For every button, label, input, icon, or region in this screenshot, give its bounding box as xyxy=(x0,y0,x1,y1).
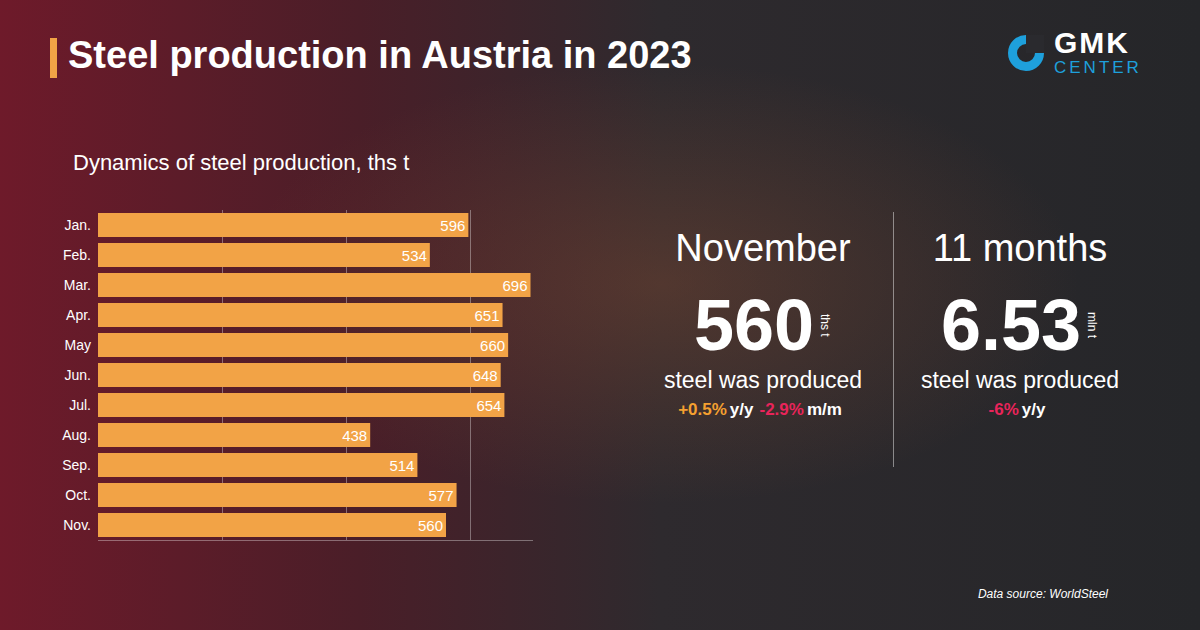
svg-text:Apr.: Apr. xyxy=(66,307,91,323)
html-text:11 months: 11 months xyxy=(932,227,1108,269)
html-text:November: November xyxy=(675,227,851,269)
html-text:mln t: mln t xyxy=(1085,312,1100,338)
svg-text:Jul.: Jul. xyxy=(69,397,91,413)
html-text:6.53: 6.53 xyxy=(940,285,1082,365)
html-text:-6% y/y: -6% y/y xyxy=(988,400,1046,419)
svg-text:Jun.: Jun. xyxy=(65,367,91,383)
svg-text:May: May xyxy=(65,337,91,353)
svg-text:Feb.: Feb. xyxy=(63,247,91,263)
html-text:560: 560 xyxy=(693,285,815,365)
html-text:ths t: ths t xyxy=(818,313,833,337)
svg-text:651: 651 xyxy=(475,307,500,324)
svg-text:560: 560 xyxy=(418,517,443,534)
html-text:+0.5% y/y -2.9% m/m: +0.5% y/y -2.9% m/m xyxy=(678,400,842,419)
svg-text:648: 648 xyxy=(473,367,498,384)
svg-text:Nov.: Nov. xyxy=(63,517,91,533)
svg-text:438: 438 xyxy=(342,427,367,444)
svg-text:Aug.: Aug. xyxy=(62,427,91,443)
html-text:Steel production in Austria in: Steel production in Austria in 2023 xyxy=(68,34,692,76)
html-text:steel was produced: steel was produced xyxy=(920,367,1120,393)
svg-text:577: 577 xyxy=(429,487,454,504)
html-text:Data source: WorldSteel: Data source: WorldSteel xyxy=(977,587,1108,601)
svg-text:654: 654 xyxy=(476,397,501,414)
svg-text:534: 534 xyxy=(402,247,427,264)
html-text:GMK: GMK xyxy=(1054,26,1130,59)
html-text:Dynamics of steel production,: Dynamics of steel production, ths t xyxy=(73,150,410,175)
svg-text:660: 660 xyxy=(480,337,505,354)
svg-text:Mar.: Mar. xyxy=(64,277,91,293)
svg-text:Sep.: Sep. xyxy=(62,457,91,473)
svg-text:596: 596 xyxy=(440,217,465,234)
html-text:steel was produced: steel was produced xyxy=(663,367,863,393)
svg-text:Oct.: Oct. xyxy=(65,487,91,503)
svg-text:Jan.: Jan. xyxy=(65,217,91,233)
svg-text:514: 514 xyxy=(389,457,414,474)
html-text:CENTER: CENTER xyxy=(1054,58,1142,77)
svg-text:696: 696 xyxy=(502,277,527,294)
